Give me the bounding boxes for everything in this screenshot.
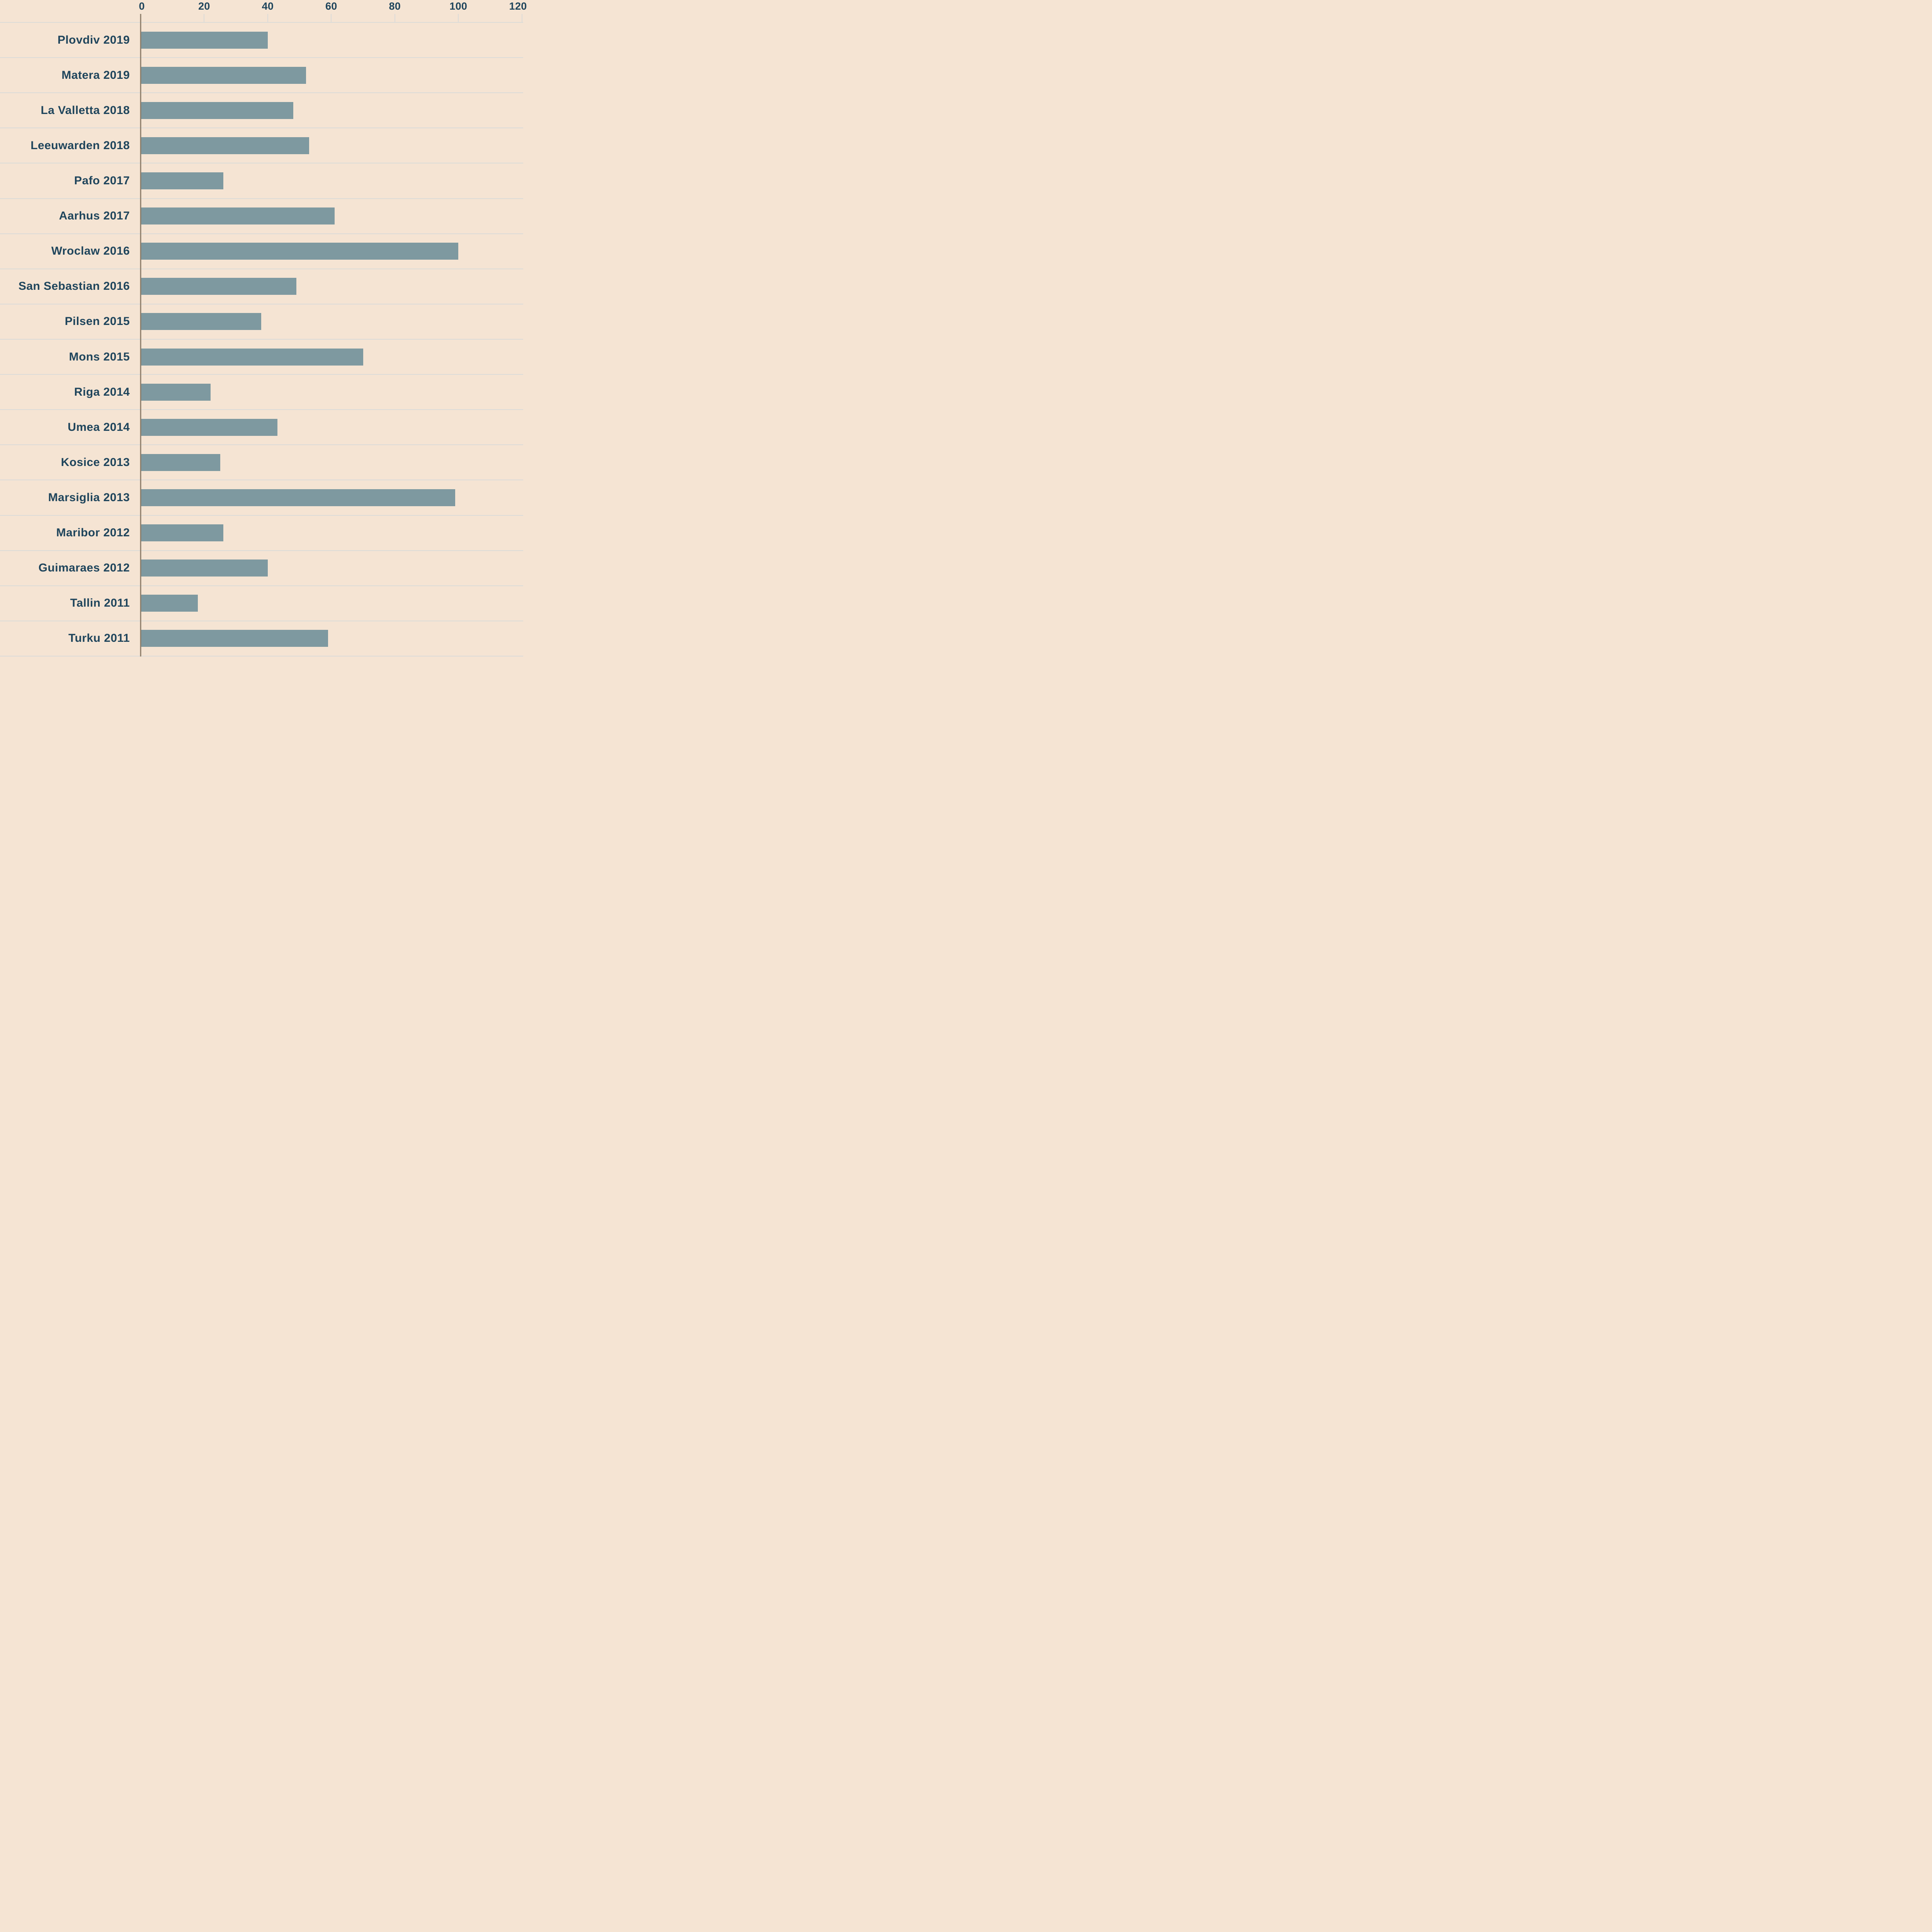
bar-row: Riga 2014 <box>0 374 523 409</box>
bar <box>140 630 328 647</box>
axis-tick-mark <box>458 14 459 22</box>
bar <box>140 348 363 366</box>
category-label: Aarhus 2017 <box>59 209 130 223</box>
category-label: La Valletta 2018 <box>41 104 130 117</box>
bar-row: Tallin 2011 <box>0 585 523 621</box>
category-label: Wroclaw 2016 <box>51 245 130 258</box>
bar-row: Turku 2011 <box>0 620 523 656</box>
bar-row: San Sebastian 2016 <box>0 268 523 304</box>
category-label: Matera 2019 <box>61 68 130 82</box>
axis-tick-label: 40 <box>262 0 274 12</box>
bar-row: Marsiglia 2013 <box>0 480 523 515</box>
bar <box>140 102 293 119</box>
category-label: Guimaraes 2012 <box>38 561 130 575</box>
bar-rows: Plovdiv 2019 Matera 2019 La Valletta 201… <box>0 22 523 656</box>
bar <box>140 31 268 49</box>
axis-tick-label: 0 <box>139 0 145 12</box>
bar-row: Kosice 2013 <box>0 444 523 480</box>
axis-tick-label: 60 <box>325 0 337 12</box>
bar <box>140 524 223 542</box>
bar-row: Maribor 2012 <box>0 515 523 550</box>
bar-row: Aarhus 2017 <box>0 198 523 233</box>
category-label: Plovdiv 2019 <box>57 33 130 46</box>
bar-row: Pafo 2017 <box>0 163 523 198</box>
bar-chart-page: { "chart_data": { "type": "bar", "orient… <box>0 0 527 656</box>
bar-row: La Valletta 2018 <box>0 92 523 128</box>
bar <box>140 137 309 154</box>
bar-row: Wroclaw 2016 <box>0 233 523 269</box>
category-label: Pilsen 2015 <box>65 315 130 328</box>
bar <box>140 560 268 577</box>
bar <box>140 278 296 295</box>
bar <box>140 207 335 225</box>
category-label: Marsiglia 2013 <box>48 491 130 504</box>
bar <box>140 243 459 260</box>
bar <box>140 66 306 84</box>
category-label: Maribor 2012 <box>56 526 130 539</box>
bar-chart: 0 20 40 60 80 100 120 Plovdiv 2019 Mater… <box>0 0 527 656</box>
bar-row: Plovdiv 2019 <box>0 22 523 57</box>
bar <box>140 313 262 330</box>
bar-row: Umea 2014 <box>0 409 523 444</box>
bar-row: Matera 2019 <box>0 57 523 92</box>
axis-zero-line <box>140 14 141 656</box>
bar-row: Pilsen 2015 <box>0 303 523 339</box>
bar <box>140 383 211 401</box>
category-label: San Sebastian 2016 <box>18 280 130 293</box>
bar <box>140 595 198 612</box>
category-label: Umea 2014 <box>68 420 130 434</box>
bar <box>140 172 223 189</box>
bar <box>140 418 277 436</box>
category-label: Kosice 2013 <box>61 456 130 469</box>
axis-tick-label: 100 <box>449 0 468 12</box>
top-axis: 0 20 40 60 80 100 120 <box>0 0 527 22</box>
category-label: Leeuwarden 2018 <box>31 139 130 152</box>
bar <box>140 489 455 506</box>
axis-tick-label: 20 <box>198 0 210 12</box>
axis-tick-label: 80 <box>389 0 401 12</box>
category-label: Mons 2015 <box>69 350 130 363</box>
bar <box>140 454 220 471</box>
axis-tick-label: 120 <box>509 0 527 12</box>
bar-row: Guimaraes 2012 <box>0 550 523 585</box>
category-label: Riga 2014 <box>74 385 130 398</box>
bar-row: Leeuwarden 2018 <box>0 128 523 163</box>
category-label: Tallin 2011 <box>70 597 130 610</box>
axis-tick-mark <box>267 14 268 22</box>
category-label: Pafo 2017 <box>74 174 130 187</box>
category-label: Turku 2011 <box>68 632 130 645</box>
bar-row: Mons 2015 <box>0 338 523 374</box>
axis-tick-mark <box>331 14 332 22</box>
